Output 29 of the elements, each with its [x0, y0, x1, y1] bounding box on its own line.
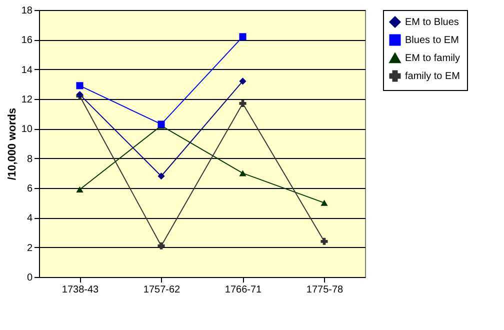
point: [158, 172, 165, 180]
x-tick-label: 1738-43: [62, 284, 100, 296]
y-tick-label: 2: [26, 242, 33, 254]
legend-label: EM to Blues: [405, 17, 459, 28]
y-axis-title: /10,000 words: [6, 108, 18, 180]
point: [239, 33, 246, 40]
legend-label: family to EM: [405, 71, 460, 82]
point: [76, 186, 84, 193]
point: [76, 82, 84, 90]
legend-label: Blues to EM: [405, 35, 459, 46]
y-tick-label: 6: [26, 184, 33, 194]
point: [239, 78, 246, 85]
x-tick-label: 1766-71: [224, 284, 262, 296]
point: [320, 238, 328, 245]
y-tick-label: 4: [26, 213, 33, 224]
x-tick-label: 1757-62: [143, 284, 181, 296]
point: [158, 242, 165, 250]
y-tick-label: 10: [21, 124, 33, 136]
x-tick-label: 1775-78: [306, 284, 344, 296]
point: [320, 200, 328, 206]
y-tick-label: 14: [21, 64, 33, 76]
y-tick-label: 18: [21, 6, 33, 16]
point: [239, 170, 246, 176]
legend-label: EM to family: [405, 53, 460, 64]
y-tick-label: 12: [21, 94, 33, 106]
y-tick-label: 8: [26, 154, 33, 165]
point: [239, 100, 246, 107]
y-tick-label: 0: [26, 272, 33, 284]
y-tick-label: 16: [21, 35, 33, 46]
